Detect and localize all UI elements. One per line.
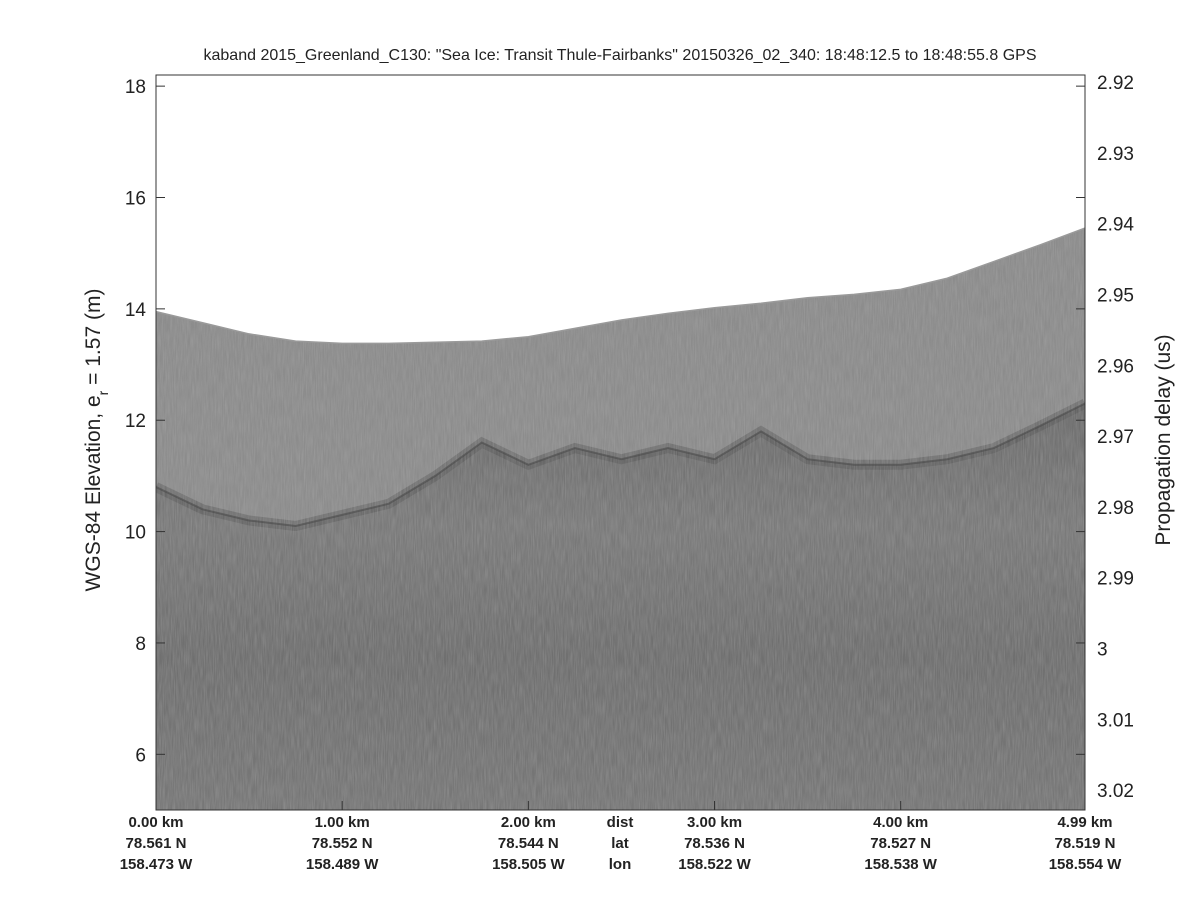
y-tick-label: 6 bbox=[135, 745, 146, 766]
row-label: dist bbox=[607, 814, 634, 831]
x-tick-lat: 78.552 N bbox=[312, 835, 373, 852]
y2-tick-label: 2.93 bbox=[1097, 144, 1134, 165]
y-tick-label: 8 bbox=[135, 634, 146, 655]
x-tick-label: 3.00 km bbox=[687, 814, 742, 831]
y2-tick-label: 2.94 bbox=[1097, 215, 1134, 236]
x-tick-lon: 158.505 W bbox=[492, 856, 565, 873]
x-tick-lat: 78.536 N bbox=[684, 835, 745, 852]
y-tick-label: 10 bbox=[125, 523, 146, 544]
surface-line bbox=[156, 227, 1085, 345]
interface-line bbox=[156, 402, 1085, 528]
x-tick-label: 4.00 km bbox=[873, 814, 928, 831]
x-tick-label: 4.99 km bbox=[1057, 814, 1112, 831]
y2-tick-label: 3 bbox=[1097, 640, 1108, 661]
y2-tick-label: 2.99 bbox=[1097, 569, 1134, 590]
x-tick-lat: 78.544 N bbox=[498, 835, 559, 852]
x-tick-lon: 158.538 W bbox=[864, 856, 937, 873]
y2-tick-label: 2.95 bbox=[1097, 286, 1134, 307]
x-tick-lat: 78.527 N bbox=[870, 835, 931, 852]
y-axis-label: WGS-84 Elevation, er = 1.57 (m) bbox=[82, 289, 111, 592]
x-tick-lon: 158.554 W bbox=[1049, 856, 1122, 873]
y-tick-label: 18 bbox=[125, 77, 146, 98]
y-tick-label: 12 bbox=[125, 411, 146, 432]
y-tick-label: 16 bbox=[125, 189, 146, 210]
y2-tick-label: 2.97 bbox=[1097, 427, 1134, 448]
y2-tick-label: 2.98 bbox=[1097, 498, 1134, 519]
y2-tick-label: 3.01 bbox=[1097, 710, 1134, 731]
x-tick-label: 1.00 km bbox=[315, 814, 370, 831]
x-tick-lat: 78.519 N bbox=[1055, 835, 1116, 852]
y2-tick-label: 3.02 bbox=[1097, 781, 1134, 802]
row-label: lon bbox=[609, 856, 632, 873]
plot-frame bbox=[155, 74, 1086, 811]
y-tick-label: 14 bbox=[125, 300, 147, 321]
x-tick-lat: 78.561 N bbox=[126, 835, 187, 852]
y2-axis-label: Propagation delay (us) bbox=[1152, 334, 1175, 545]
chart-title: kaband 2015_Greenland_C130: "Sea Ice: Tr… bbox=[204, 47, 1037, 64]
row-label: lat bbox=[611, 835, 629, 852]
echogram bbox=[156, 227, 1085, 810]
x-tick-lon: 158.489 W bbox=[306, 856, 379, 873]
x-tick-label: 0.00 km bbox=[128, 814, 183, 831]
x-tick-lon: 158.522 W bbox=[678, 856, 751, 873]
y2-tick-label: 2.96 bbox=[1097, 356, 1134, 377]
y2-tick-label: 2.92 bbox=[1097, 73, 1134, 94]
x-tick-lon: 158.473 W bbox=[120, 856, 193, 873]
x-tick-label: 2.00 km bbox=[501, 814, 556, 831]
speckle bbox=[156, 228, 1085, 810]
